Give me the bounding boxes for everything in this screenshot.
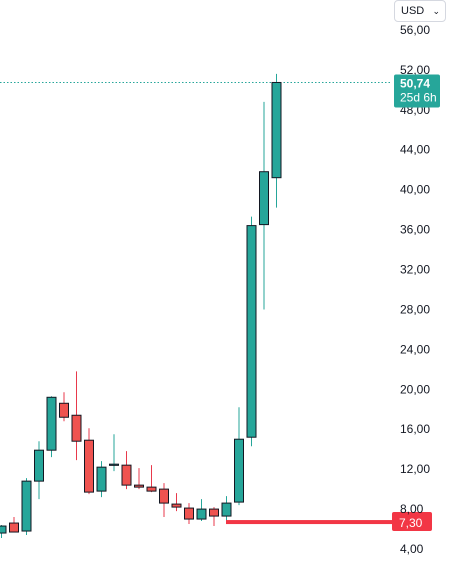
level-label: 7,30 bbox=[399, 516, 423, 530]
level-line bbox=[226, 520, 392, 525]
level-line-group[interactable]: 7,30 bbox=[226, 512, 432, 532]
currency-select[interactable]: USD ⌄ bbox=[394, 0, 446, 22]
y-tick-label: 28,00 bbox=[400, 302, 430, 316]
y-tick-label: 4,00 bbox=[400, 542, 424, 556]
chevron-down-icon: ⌄ bbox=[432, 5, 440, 16]
countdown-label: 25d 6h bbox=[400, 90, 437, 104]
candle-body bbox=[221, 502, 232, 517]
candle-body bbox=[121, 464, 132, 486]
y-tick-label: 32,00 bbox=[400, 263, 430, 277]
candle-body bbox=[71, 414, 82, 442]
y-tick-label: 56,00 bbox=[400, 23, 430, 37]
y-tick-label: 40,00 bbox=[400, 183, 430, 197]
last-price-label: 50,74 bbox=[400, 76, 430, 90]
candle-body bbox=[146, 486, 157, 492]
candle-body bbox=[184, 507, 194, 520]
y-tick-label: 8,00 bbox=[400, 502, 424, 516]
candle-body bbox=[259, 171, 269, 226]
candle-body bbox=[0, 525, 7, 534]
price-axis[interactable]: 4,00 8,00 12,00 16,00 20,00 24,00 28,00 32,00 36… bbox=[400, 23, 430, 556]
candle-body bbox=[209, 508, 219, 517]
candle-body bbox=[234, 438, 244, 503]
candle-body bbox=[34, 449, 44, 482]
candle-body bbox=[246, 225, 257, 438]
y-tick-label: 12,00 bbox=[400, 462, 430, 476]
candle-body bbox=[171, 503, 182, 508]
candle-body bbox=[84, 439, 94, 493]
candle-body bbox=[109, 463, 119, 466]
y-tick-label: 20,00 bbox=[400, 382, 430, 396]
candle-body bbox=[159, 488, 169, 504]
candle-body bbox=[196, 508, 207, 520]
candle-body bbox=[96, 466, 107, 492]
candles bbox=[0, 73, 282, 539]
candle-body bbox=[9, 522, 19, 533]
level-label-bg bbox=[392, 512, 432, 532]
y-tick-label: 24,00 bbox=[400, 342, 430, 356]
y-tick-label: 16,00 bbox=[400, 422, 430, 436]
y-tick-label: 36,00 bbox=[400, 223, 430, 237]
candle-body bbox=[59, 402, 69, 418]
y-tick-label: 44,00 bbox=[400, 143, 430, 157]
y-tick-label: 52,00 bbox=[400, 63, 430, 77]
currency-label: USD bbox=[401, 5, 425, 17]
candle-body bbox=[134, 484, 144, 488]
candle-body bbox=[46, 396, 57, 451]
candle-body bbox=[271, 81, 282, 179]
last-price-badge bbox=[394, 74, 440, 108]
candle-body bbox=[21, 480, 32, 532]
